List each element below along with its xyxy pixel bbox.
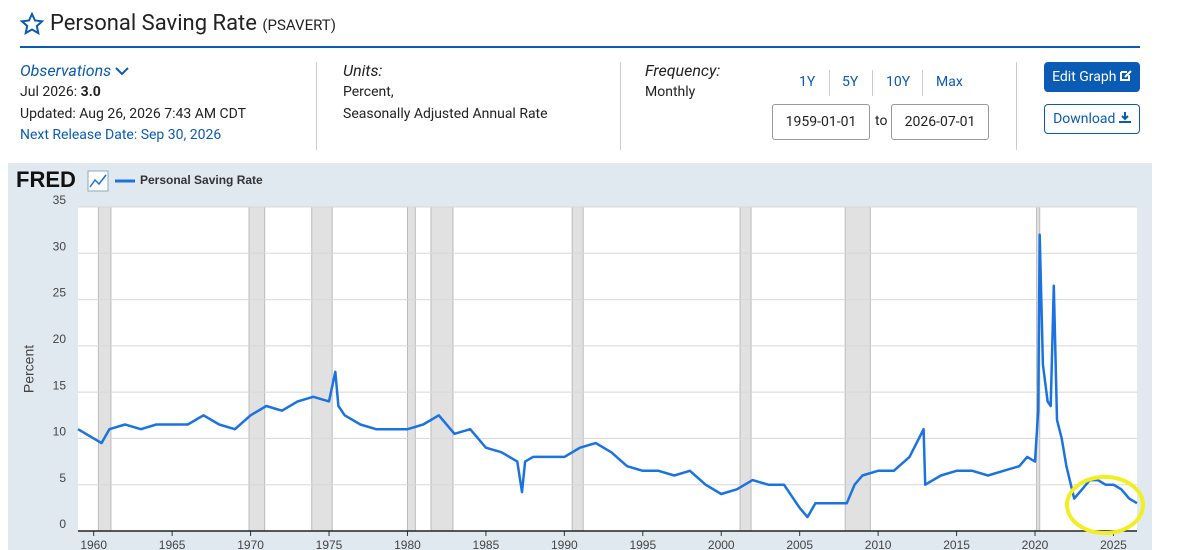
x-tick-label: 1970	[237, 538, 264, 550]
edit-graph-button[interactable]: Edit Graph	[1044, 62, 1140, 92]
separator	[1016, 62, 1017, 150]
separator	[620, 62, 621, 150]
y-tick-label: 30	[53, 239, 67, 253]
download-button[interactable]: Download	[1044, 104, 1140, 134]
x-tick-label: 1965	[159, 538, 186, 550]
x-tick-label: 2015	[943, 538, 970, 550]
range-button[interactable]: 1Y	[799, 74, 816, 90]
end-date[interactable]: 2026-07-01	[891, 104, 989, 140]
range-button[interactable]: Max	[936, 74, 963, 90]
edit-icon	[1119, 70, 1132, 81]
button-label: Download	[1053, 111, 1116, 127]
y-tick-label: 20	[53, 332, 67, 346]
x-tick-label: 2025	[1100, 538, 1127, 550]
x-tick-label: 2020	[1022, 538, 1049, 550]
x-tick-label: 1990	[551, 538, 578, 550]
separator	[922, 70, 923, 96]
y-tick-label: 0	[59, 517, 66, 531]
button-label: Edit Graph	[1052, 69, 1117, 85]
start-date[interactable]: 1959-01-01	[772, 104, 870, 140]
separator	[829, 70, 830, 96]
units-line: Percent,	[343, 84, 394, 100]
series-line	[77, 233, 1138, 519]
next-release[interactable]: Next Release Date: Sep 30, 2026	[20, 127, 222, 143]
chart-icon-line	[89, 174, 107, 188]
separator	[872, 70, 873, 96]
recession-band	[430, 206, 454, 532]
recession-band	[571, 206, 584, 532]
chevron	[115, 67, 129, 76]
recession-band	[311, 206, 333, 532]
recession-band	[248, 206, 266, 532]
recession-band	[406, 206, 416, 532]
x-tick-label: 1985	[473, 538, 500, 550]
highlight-circle	[1065, 475, 1145, 535]
period: Jul 2026:	[20, 84, 78, 100]
value: 3.0	[80, 84, 101, 100]
download-icon	[1118, 112, 1131, 123]
star-icon[interactable]	[20, 12, 44, 36]
chart: FRED Personal Saving Rate Percent 0 5 10 15…	[8, 163, 1152, 550]
observations-label: Observations	[20, 61, 112, 80]
x-tick-label: 2005	[786, 538, 813, 550]
units-label: Units:	[343, 61, 383, 80]
plot-area	[78, 207, 1137, 531]
x-tick-label: 2010	[865, 538, 892, 550]
range-button[interactable]: 10Y	[886, 74, 911, 90]
recession-band	[97, 206, 112, 532]
header-rule	[20, 46, 1140, 48]
frequency-label: Frequency:	[645, 61, 721, 80]
to-label: to	[875, 113, 888, 129]
range-button[interactable]: 5Y	[842, 74, 859, 90]
x-tick-label: 2000	[708, 538, 735, 550]
observations-toggle[interactable]: Observations	[20, 61, 129, 80]
y-tick-label: 25	[53, 286, 67, 300]
legend-label: Personal Saving Rate	[140, 173, 263, 187]
updated: Updated: Aug 26, 2026 7:43 AM CDT	[20, 106, 246, 122]
x-tick-label: 1980	[394, 538, 421, 550]
fred-logo: FRED	[16, 167, 76, 192]
x-tick-label: 1995	[629, 538, 656, 550]
chart-icon	[87, 170, 109, 192]
y-tick-label: 10	[53, 425, 67, 439]
title: Personal Saving Rate (PSAVERT)	[50, 11, 336, 36]
x-tick-label: 1960	[80, 538, 107, 550]
recession-band	[844, 206, 871, 532]
series-id: (PSAVERT)	[262, 16, 336, 34]
y-tick-label: 15	[53, 378, 67, 392]
y-tick-label: 5	[59, 471, 66, 485]
y-axis-label: Percent	[21, 345, 37, 393]
frequency-value: Monthly	[645, 84, 696, 100]
units-line: Seasonally Adjusted Annual Rate	[343, 106, 548, 122]
separator	[316, 62, 317, 150]
y-tick-label: 35	[53, 193, 67, 207]
x-tick-label: 1975	[316, 538, 343, 550]
latest-observation: Jul 2026: 3.0	[20, 84, 101, 100]
title-text: Personal Saving Rate	[50, 11, 257, 36]
